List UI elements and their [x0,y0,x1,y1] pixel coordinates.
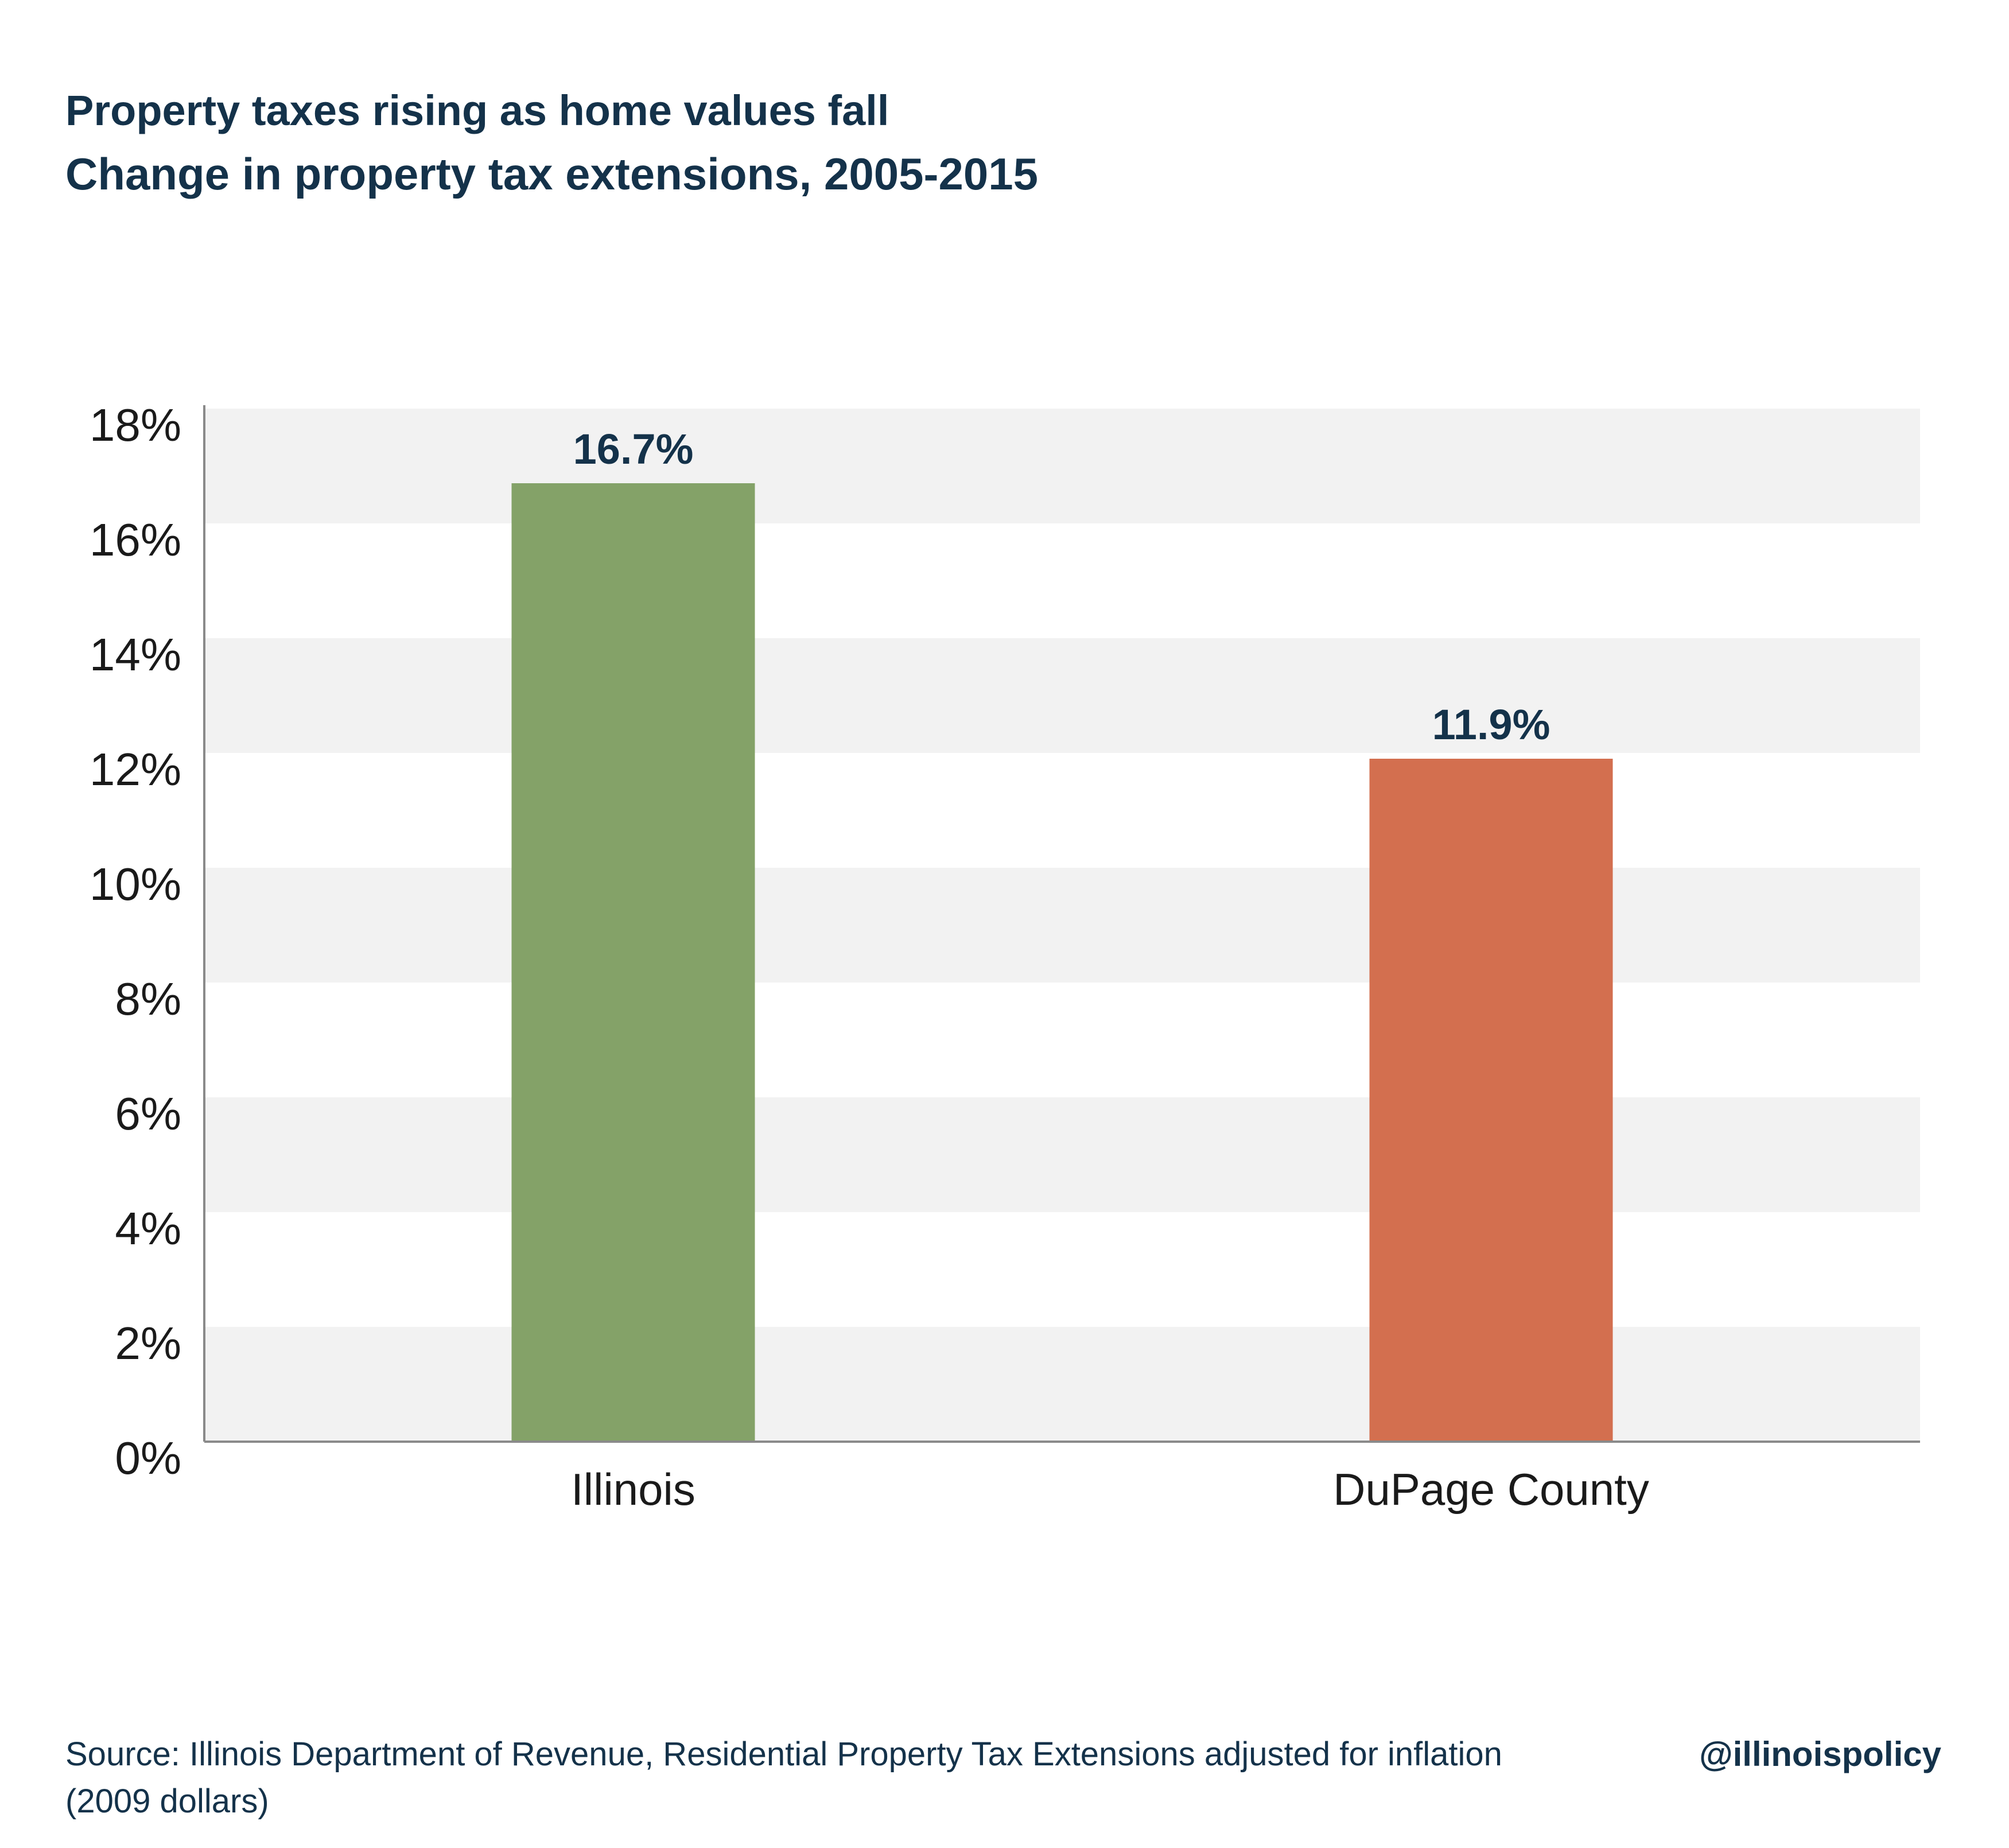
y-tick-label: 12% [90,744,181,795]
social-handle: @illinoispolicy [1699,1735,1941,1773]
bar-illinois [511,483,755,1442]
data-label: 16.7% [573,425,694,473]
bars [511,483,1613,1442]
data-label: 11.9% [1432,701,1551,748]
axes [203,405,1920,1443]
grid-bands [204,409,1920,1442]
grid-band [204,409,1920,523]
y-tick-label: 4% [115,1203,181,1254]
x-tick-label: Illinois [571,1464,695,1515]
grid-band [204,1327,1920,1442]
y-tick-label: 16% [90,514,181,565]
grid-band [204,1097,1920,1212]
x-tick-label: DuPage County [1333,1464,1649,1515]
chart-title: Property taxes rising as home values fal… [65,87,889,134]
labels: 16.7% Illinois 11.9% DuPage County 0% 2% 4% 6% 8… [90,399,1649,1515]
grid-band [204,638,1920,753]
y-tick-label: 18% [90,399,181,451]
source-note: Source: Illinois Department of Revenue, … [65,1736,1502,1820]
chart-subtitle: Change in property tax extensions, 2005-… [65,149,1038,199]
y-tick-label: 6% [115,1088,181,1139]
y-tick-label: 14% [90,629,181,680]
y-tick-label: 2% [115,1318,181,1369]
grid-band [204,868,1920,983]
y-tick-label: 10% [90,859,181,910]
y-tick-label: 0% [115,1432,181,1484]
y-tick-label: 8% [115,973,181,1024]
bar-dupage-county [1369,759,1613,1442]
